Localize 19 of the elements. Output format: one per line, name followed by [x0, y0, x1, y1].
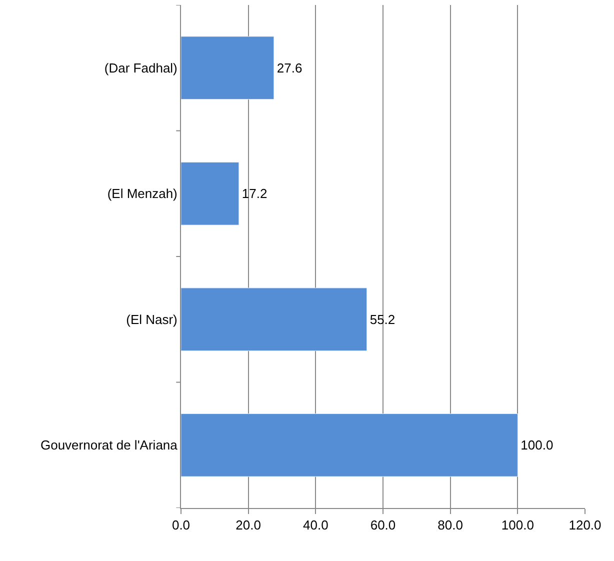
x-tick-label: 40.0: [303, 518, 328, 533]
y-tick-label: (El Menzah): [107, 186, 178, 202]
x-tick-label: 60.0: [370, 518, 396, 533]
bar: [181, 413, 518, 477]
x-tick-label: 120.0: [568, 518, 602, 533]
data-label: 55.2: [370, 312, 396, 327]
y-tick-label: (El Nasr): [126, 312, 178, 327]
x-tick-label: 20.0: [236, 518, 261, 533]
data-label: 27.6: [276, 60, 302, 76]
x-tick-label: 80.0: [438, 518, 463, 533]
x-tick-label: 100.0: [501, 518, 534, 533]
x-tick-label: 0.0: [172, 518, 190, 533]
bar: [181, 36, 274, 100]
y-tick-label: (Dar Fadhal): [104, 60, 178, 76]
data-label: 17.2: [242, 186, 268, 202]
bar: [181, 288, 368, 352]
bar: [181, 162, 240, 226]
y-tick-label: Gouvernorat de l'Ariana: [40, 438, 178, 453]
data-label: 100.0: [520, 438, 554, 453]
